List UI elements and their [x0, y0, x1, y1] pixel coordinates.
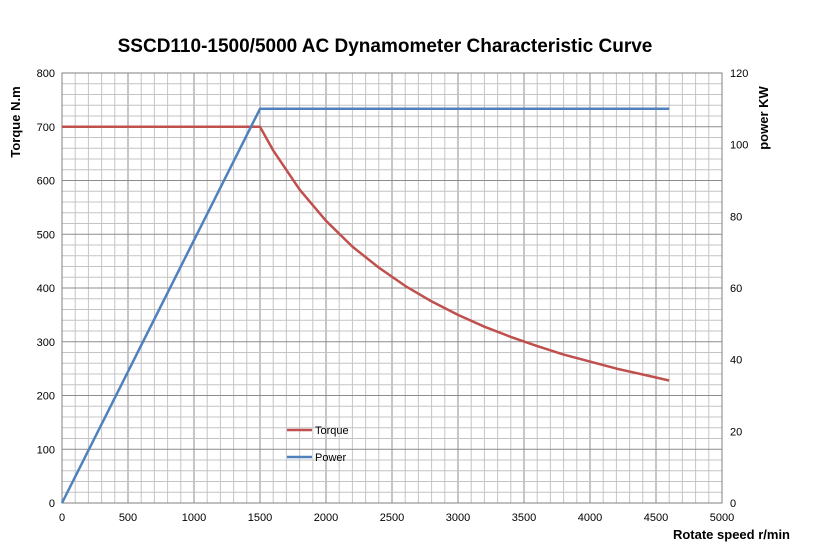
y-axis-title: Torque N.m [8, 86, 23, 157]
y2-tick-label: 120 [730, 68, 748, 80]
x-tick-label: 1500 [248, 512, 272, 524]
legend-label-torque: Torque [315, 425, 349, 437]
x-tick-label: 2000 [314, 512, 338, 524]
plot-grid [61, 72, 723, 504]
x-tick-labels: 0 500 1000 1500 2000 2500 3000 3500 4000 4500 5000 [59, 512, 734, 524]
x-tick-label: 5000 [710, 512, 734, 524]
x-tick-label: 3000 [446, 512, 470, 524]
x-tick-label: 2500 [380, 512, 404, 524]
x-tick-label: 1000 [182, 512, 206, 524]
y-tick-label: 0 [49, 498, 55, 510]
y2-tick-label: 0 [730, 498, 736, 510]
y-tick-label: 200 [37, 391, 55, 403]
y-tick-label: 600 [37, 176, 55, 188]
legend-label-power: Power [315, 452, 347, 464]
series-line-torque [62, 125, 670, 382]
y2-tick-label: 20 [730, 426, 742, 438]
y-tick-label: 400 [37, 283, 55, 295]
y-tick-labels: 0 100 200 300 400 500 600 700 800 [37, 68, 55, 510]
y2-axis-title: power KW [756, 85, 771, 149]
x-tick-label: 500 [119, 512, 137, 524]
y2-tick-label: 40 [730, 355, 742, 367]
y2-tick-label: 80 [730, 211, 742, 223]
x-tick-label: 4000 [578, 512, 602, 524]
y2-tick-label: 60 [730, 283, 742, 295]
series-line-power [60, 107, 670, 504]
y-tick-label: 500 [37, 229, 55, 241]
y-tick-label: 300 [37, 337, 55, 349]
chart-title: SSCD110-1500/5000 AC Dynamometer Charact… [118, 36, 653, 57]
x-axis-title: Rotate speed r/min [673, 527, 790, 542]
y2-tick-labels: 0 20 40 60 80 100 120 [730, 68, 748, 510]
y-tick-label: 800 [37, 68, 55, 80]
x-tick-label: 0 [59, 512, 65, 524]
y-tick-label: 100 [37, 444, 55, 456]
series-lines [60, 107, 670, 504]
y2-tick-label: 100 [730, 140, 748, 152]
x-tick-label: 4500 [644, 512, 668, 524]
plot-area-border [61, 72, 723, 504]
y-tick-label: 700 [37, 122, 55, 134]
x-tick-label: 3500 [512, 512, 536, 524]
legend: Torque Power [287, 425, 349, 464]
